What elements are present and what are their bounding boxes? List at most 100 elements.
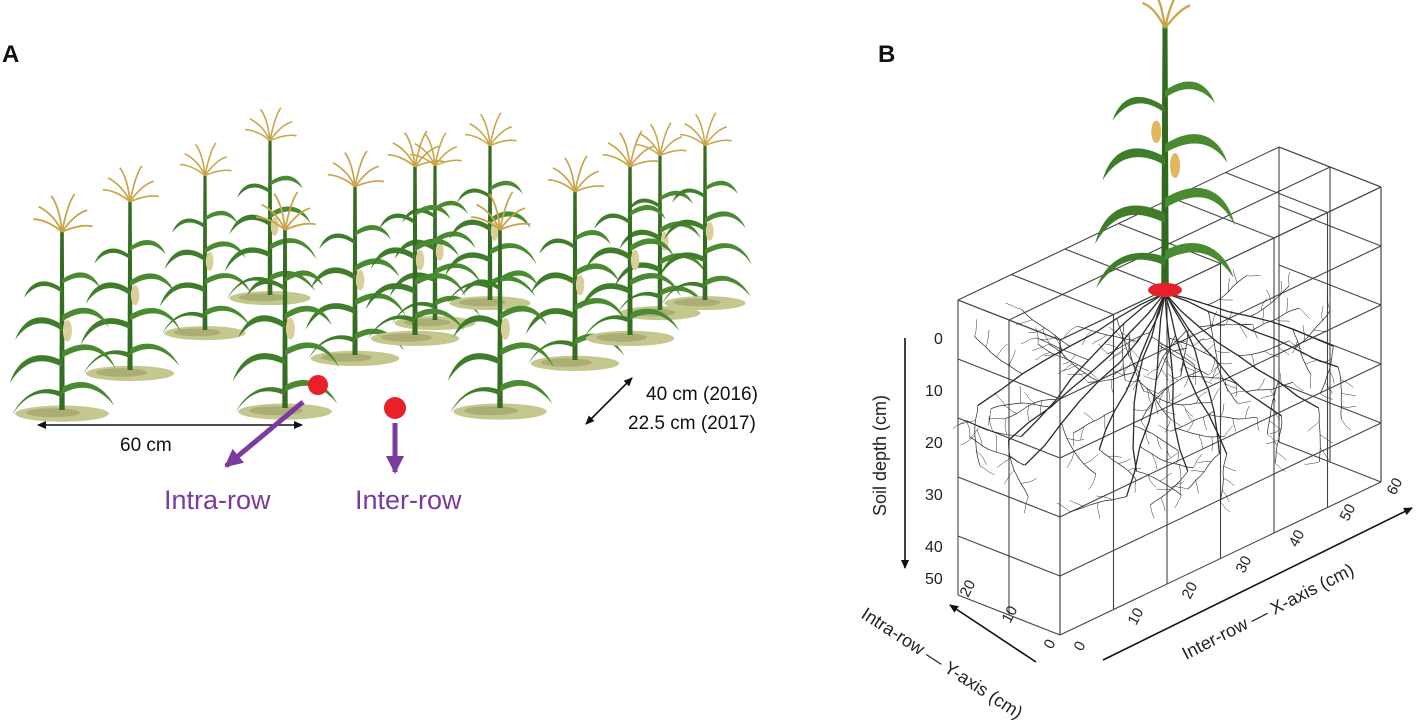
root-branch xyxy=(1073,409,1116,434)
root-branch xyxy=(1143,375,1157,381)
root-branch xyxy=(1179,480,1181,496)
root-branch xyxy=(1264,350,1279,358)
root-system xyxy=(952,269,1357,519)
root-branch xyxy=(1160,497,1166,512)
root-branch xyxy=(1044,352,1062,356)
root-branch xyxy=(1224,379,1229,393)
root-branch xyxy=(1024,391,1036,405)
root-branch xyxy=(1292,340,1298,354)
root-branch xyxy=(1019,386,1021,404)
root-branch xyxy=(1320,393,1333,400)
root-branch xyxy=(1082,330,1093,346)
root-branch xyxy=(1132,374,1141,391)
root-branch xyxy=(1150,504,1155,519)
root-branch xyxy=(1165,357,1172,371)
root-branch xyxy=(1112,347,1127,358)
root-branch xyxy=(1337,366,1342,420)
root-branch xyxy=(1080,426,1084,440)
root-branch xyxy=(1196,391,1208,404)
root-branch xyxy=(1166,443,1171,458)
maize-plant-back-6 xyxy=(658,112,753,311)
intra-row-label: Intra-row xyxy=(164,485,271,515)
depth-tick-20: 20 xyxy=(925,435,943,452)
root-branch xyxy=(1223,477,1235,486)
root-branch xyxy=(1003,404,1018,414)
grid-line xyxy=(1278,146,1382,188)
root-branch xyxy=(1108,326,1123,339)
root-branch xyxy=(1257,378,1266,391)
root-branch xyxy=(1132,409,1147,411)
root-branch xyxy=(1062,364,1079,372)
root-branch xyxy=(1177,339,1185,352)
root-branch xyxy=(1015,319,1033,325)
row-spacing-label: 60 cm xyxy=(120,435,172,456)
x-tick-60: 60 xyxy=(1384,475,1407,498)
root-branch xyxy=(1067,451,1075,468)
root-branch xyxy=(1215,350,1230,353)
depth-tick-10: 10 xyxy=(925,383,943,400)
x-tick-10: 10 xyxy=(1125,605,1148,628)
root-branch xyxy=(1156,436,1163,450)
root-branch xyxy=(1108,455,1122,458)
root-branch xyxy=(1170,348,1187,354)
root-branch xyxy=(1132,336,1140,349)
root-branch xyxy=(1275,319,1290,322)
root-branch xyxy=(1298,307,1310,319)
maize-plant-mid-3 xyxy=(364,130,467,347)
intra-row-arrow xyxy=(224,400,305,468)
root-branch xyxy=(1318,358,1332,363)
root-branch xyxy=(976,429,983,447)
root-branch xyxy=(985,329,990,347)
root-branch xyxy=(1224,383,1238,389)
root-branch xyxy=(1185,409,1193,422)
x-tick-40: 40 xyxy=(1286,527,1309,550)
root-branch xyxy=(1230,390,1244,395)
root-branch xyxy=(1321,305,1324,321)
root-branch xyxy=(1165,418,1171,433)
grid-line xyxy=(957,535,1061,577)
maize-plant-front-1 xyxy=(8,193,117,423)
maize-field-illustration xyxy=(8,107,753,423)
root-branch xyxy=(1028,327,1046,334)
root-branch xyxy=(1111,365,1124,378)
root-branch xyxy=(1122,361,1133,376)
root-branch xyxy=(974,319,977,337)
x-axis-ticks: 0 10 20 30 40 50 60 xyxy=(1071,475,1407,654)
root-branch xyxy=(1313,329,1329,332)
grid-line xyxy=(1059,186,1382,341)
root-branch xyxy=(1042,328,1050,344)
soil-depth-ticks: 0 10 20 30 40 50 xyxy=(925,331,943,588)
y-axis-ticks: 0 10 20 xyxy=(957,577,1060,652)
inter-row-sampling-point xyxy=(384,397,406,419)
root-branch xyxy=(1057,363,1073,374)
root-branch xyxy=(1159,472,1172,482)
root-branch xyxy=(1305,358,1319,365)
root-branch xyxy=(1192,453,1202,469)
root-branch xyxy=(1007,440,1029,497)
root-branch xyxy=(1066,437,1084,441)
root-branch xyxy=(1260,394,1275,400)
grid-line xyxy=(1278,264,1382,306)
grid-line xyxy=(1059,245,1382,400)
root-branch xyxy=(1223,465,1237,472)
root-branch xyxy=(1147,388,1152,403)
root-branch xyxy=(1250,285,1290,317)
root-branch xyxy=(1256,417,1260,431)
root-branch xyxy=(1121,323,1126,381)
grid-line xyxy=(957,476,1061,518)
root-branch xyxy=(1276,345,1290,356)
root-branch xyxy=(1218,299,1233,301)
root-branch xyxy=(1111,368,1124,376)
root-branch xyxy=(1195,480,1199,494)
root-branch xyxy=(1150,470,1189,506)
root-branch xyxy=(1237,400,1252,404)
root-branch xyxy=(993,392,1006,406)
root-branch xyxy=(990,402,1051,409)
root-branch xyxy=(1140,421,1150,433)
x-tick-50: 50 xyxy=(1337,501,1360,524)
root-branch xyxy=(1266,439,1279,445)
root-branch xyxy=(1056,502,1071,512)
root-branch xyxy=(1271,407,1280,421)
grid-line xyxy=(1278,441,1382,483)
root-branch xyxy=(1020,292,1166,438)
